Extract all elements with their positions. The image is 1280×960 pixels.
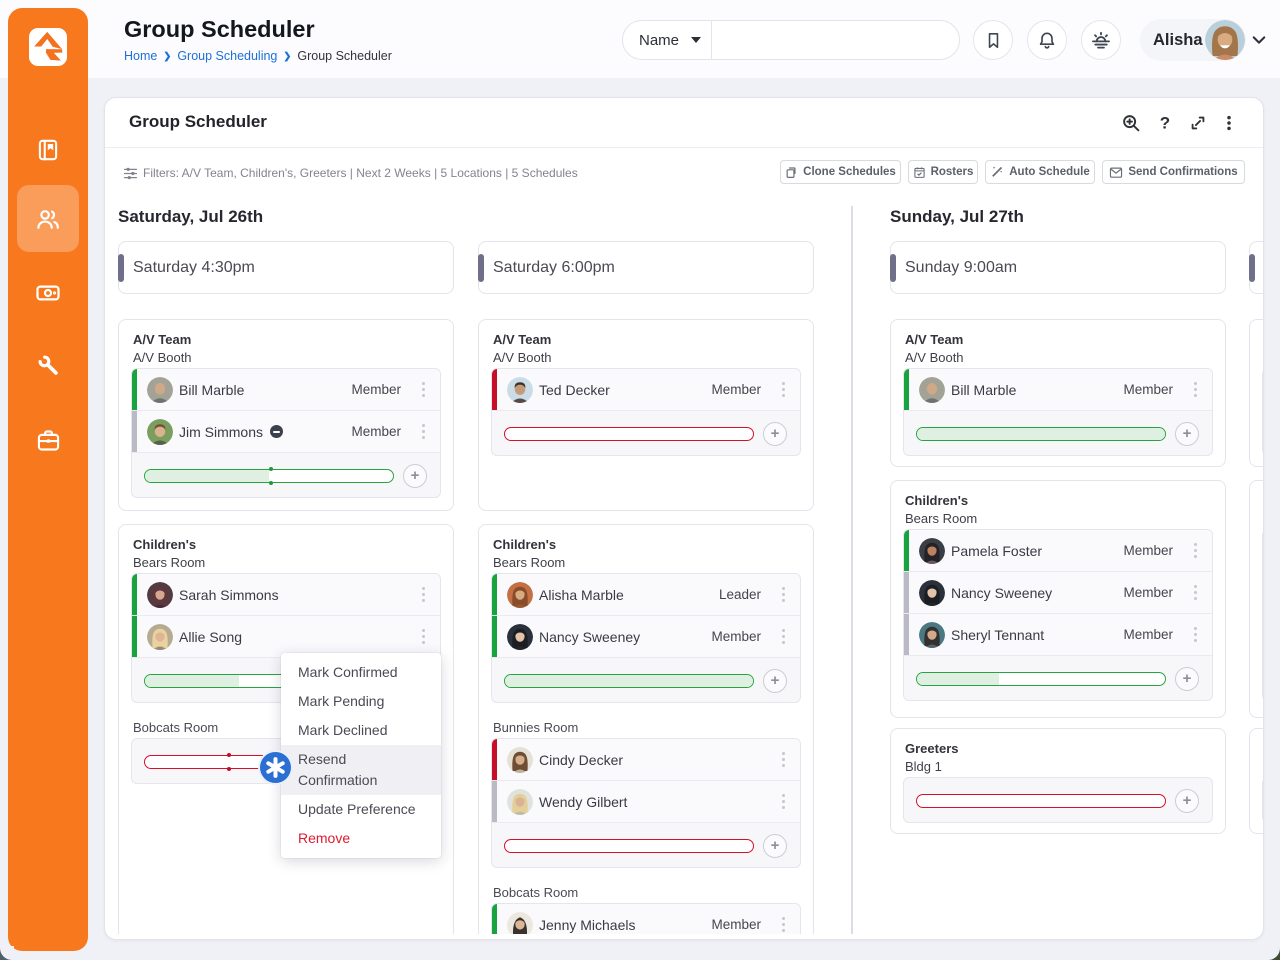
svg-text:?: ? <box>1160 114 1170 133</box>
